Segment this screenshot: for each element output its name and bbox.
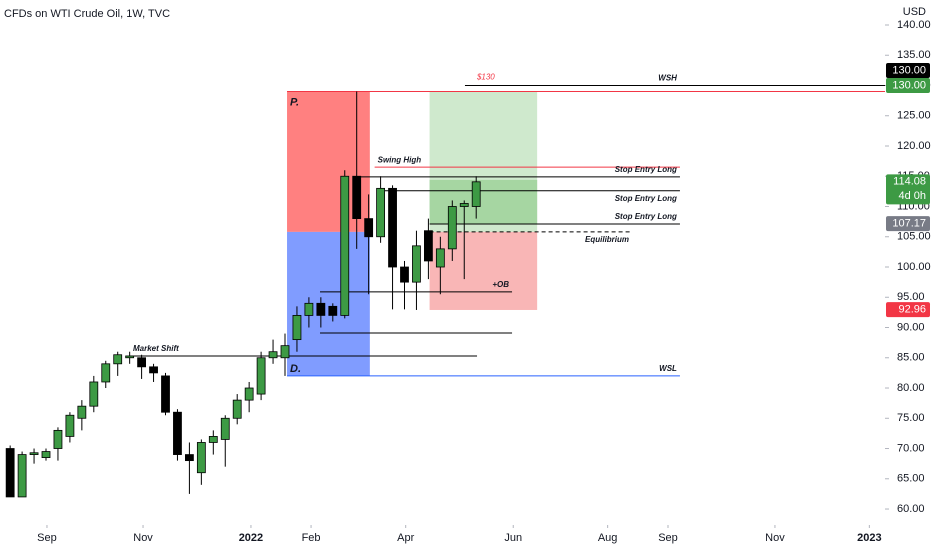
- x-tick-label: Nov: [133, 532, 153, 544]
- price-tag: [886, 216, 930, 232]
- level-label: Stop Entry Long: [615, 194, 677, 203]
- y-tick-label: 90.00: [897, 321, 925, 333]
- candle-body: [340, 175, 350, 316]
- price-tag: [886, 302, 930, 318]
- y-tick-label: 140.00: [897, 19, 931, 31]
- y-tick-label: 100.00: [897, 261, 931, 273]
- zone-label: P.: [290, 96, 299, 108]
- candle-body: [316, 302, 326, 316]
- y-tick-label: 75.00: [897, 412, 925, 424]
- x-tick-label: Apr: [397, 532, 414, 544]
- candle-body: [388, 187, 397, 268]
- candle-body: [292, 315, 302, 341]
- x-tick-label: Feb: [302, 532, 321, 544]
- zone: [287, 231, 370, 376]
- candle-body: [400, 266, 409, 283]
- candle-body: [89, 381, 99, 407]
- candle-body: [185, 454, 194, 462]
- level-label: Stop Entry Long: [615, 165, 677, 174]
- y-tick-label: 95.00: [897, 291, 925, 303]
- price-tag: [886, 174, 930, 205]
- candle-body: [137, 357, 147, 368]
- price-tag-label: 130.00: [892, 64, 926, 76]
- y-tick-label: 85.00: [897, 352, 925, 364]
- candle-body: [268, 351, 278, 359]
- y-tick-label: 105.00: [897, 231, 931, 243]
- candle-body: [77, 405, 87, 419]
- level-label: WSH: [658, 74, 677, 83]
- x-tick-label: Sep: [37, 532, 57, 544]
- candle-body: [41, 451, 51, 458]
- candle-body: [53, 429, 63, 449]
- price-tag-label: 92.96: [898, 304, 926, 316]
- plot-area: P. D. WSH $130 Swing High Stop Entry Long Stop…: [5, 73, 885, 498]
- price-tag-label: 114.08: [893, 176, 926, 188]
- level-label: Equilibrium: [585, 235, 629, 244]
- y-tick-label: 125.00: [897, 110, 931, 122]
- candle-body: [149, 366, 158, 374]
- candle-body: [328, 305, 338, 316]
- zone: [429, 179, 538, 225]
- zone: [429, 231, 538, 310]
- candle-body: [113, 354, 123, 365]
- x-tick-label: 2023: [857, 532, 881, 544]
- candle-body: [459, 203, 469, 207]
- candle-body: [471, 181, 481, 207]
- candle-body: [101, 363, 111, 383]
- y-tick-label: 80.00: [897, 382, 925, 394]
- candle-body: [435, 248, 445, 268]
- candle-body: [364, 218, 374, 238]
- level-label: Swing High: [378, 155, 422, 164]
- price-tag-countdown: 4d 0h: [898, 190, 926, 202]
- level-label: Stop Entry Long: [615, 212, 677, 221]
- y-tick-label: 120.00: [897, 140, 931, 152]
- chart-title: CFDs on WTI Crude Oil, 1W, TVC: [4, 8, 170, 20]
- candle-body: [220, 417, 230, 440]
- candle-body: [208, 436, 218, 443]
- x-tick-label: Nov: [765, 532, 785, 544]
- price-tag: [886, 77, 930, 93]
- price-tag-label: 130.00: [892, 79, 926, 91]
- price-tag: [886, 62, 930, 78]
- x-tick-label: 2022: [239, 532, 263, 544]
- level-label: +OB: [492, 280, 509, 289]
- candle-body: [447, 206, 457, 250]
- candle-body: [256, 357, 266, 395]
- level-label: Market Shift: [133, 344, 179, 353]
- x-tick-label: Sep: [658, 532, 678, 544]
- y-tick-label: 65.00: [897, 473, 925, 485]
- candle-body: [412, 245, 421, 283]
- x-tick-label: Aug: [598, 532, 618, 544]
- candle-body: [17, 454, 27, 498]
- candle-body: [232, 399, 242, 419]
- candle-body: [173, 411, 182, 455]
- level-price-label: $130: [476, 73, 495, 82]
- candle-body: [29, 452, 39, 455]
- candle-body: [65, 414, 75, 437]
- candle-body: [244, 387, 254, 401]
- x-tick-label: Jun: [504, 532, 522, 544]
- y-tick-label: 70.00: [897, 442, 925, 454]
- y-tick-label: 135.00: [897, 49, 931, 61]
- candle-body: [196, 442, 206, 474]
- zone-label: D.: [290, 363, 301, 375]
- candle-body: [125, 355, 135, 359]
- candle-body: [352, 175, 362, 220]
- currency-label: USD: [903, 6, 926, 18]
- candle-body: [304, 302, 314, 316]
- candle-body: [161, 375, 170, 413]
- price-tag-label: 107.17: [892, 218, 926, 230]
- y-tick-label: 60.00: [897, 503, 925, 515]
- candle-body: [423, 230, 433, 262]
- candle-body: [376, 187, 386, 238]
- candle-body: [280, 345, 290, 359]
- level-label: WSL: [659, 364, 677, 373]
- candle-body: [5, 448, 15, 498]
